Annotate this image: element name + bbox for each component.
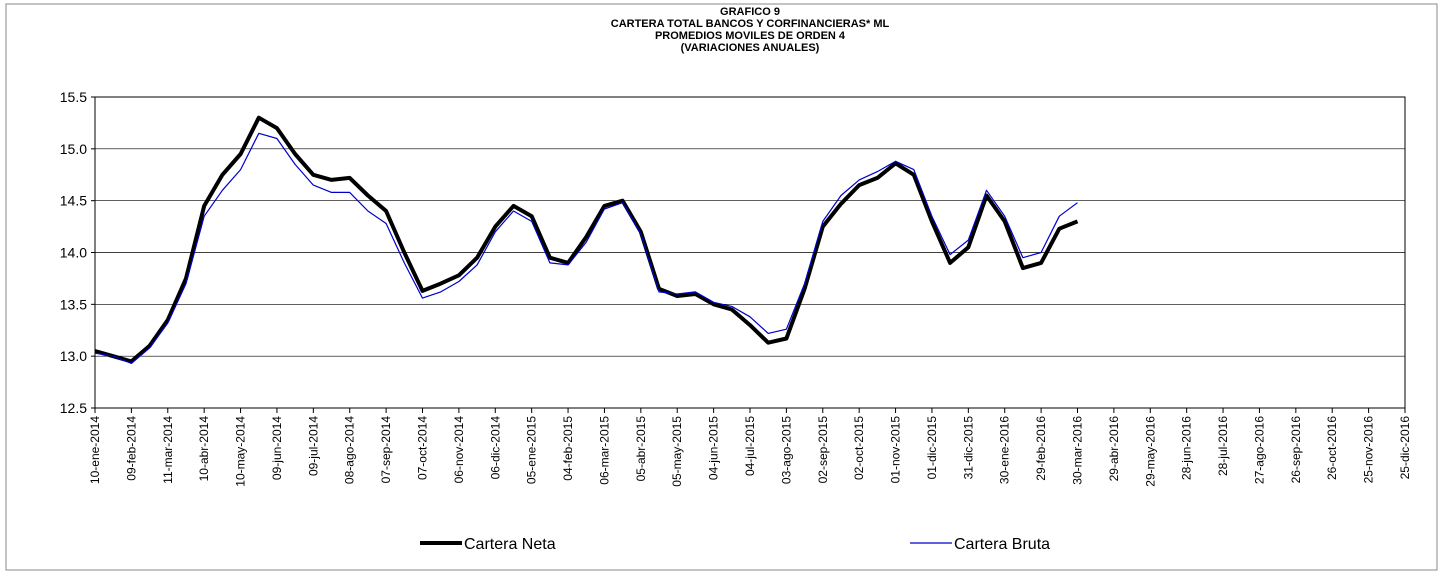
x-tick-label: 27-ago-2016: [1252, 416, 1266, 484]
x-tick-label: 01-dic-2015: [925, 416, 939, 480]
x-tick-label: 02-sep-2015: [816, 416, 830, 484]
x-tick-label: 10-ene-2014: [88, 416, 102, 484]
x-tick-label: 29-may-2016: [1143, 416, 1157, 487]
x-tick-label: 05-abr-2015: [634, 416, 648, 482]
x-tick-label: 26-sep-2016: [1289, 416, 1303, 484]
x-tick-label: 05-may-2015: [670, 416, 684, 487]
x-tick-label: 25-dic-2016: [1398, 416, 1412, 480]
x-tick-label: 06-nov-2014: [452, 416, 466, 484]
x-tick-label: 09-jun-2014: [270, 416, 284, 480]
x-tick-label: 04-feb-2015: [561, 416, 575, 481]
y-tick-label: 13.0: [60, 348, 87, 364]
y-tick-label: 15.5: [60, 89, 87, 105]
chart-border: [5, 3, 1438, 571]
x-tick-label: 09-jul-2014: [306, 416, 320, 476]
x-tick-label: 06-dic-2014: [488, 416, 502, 480]
chart-title: GRAFICO 9: [720, 6, 780, 18]
x-tick-label: 09-feb-2014: [124, 416, 138, 481]
x-tick-label: 07-oct-2014: [416, 416, 430, 480]
x-tick-label: 07-sep-2014: [379, 416, 393, 484]
x-tick-label: 01-nov-2015: [889, 416, 903, 484]
x-tick-label: 03-ago-2015: [779, 416, 793, 484]
x-tick-label: 29-feb-2016: [1034, 416, 1048, 481]
x-tick-label: 30-ene-2016: [998, 416, 1012, 484]
y-tick-label: 13.5: [60, 296, 87, 312]
legend-label: Cartera Neta: [464, 536, 556, 553]
y-tick-label: 14.0: [60, 245, 87, 261]
chart-title: PROMEDIOS MOVILES DE ORDEN 4: [655, 30, 846, 42]
line-series: [94, 115, 1079, 364]
x-tick-label: 31-dic-2015: [961, 416, 975, 480]
chart-title: (VARIACIONES ANUALES): [681, 42, 820, 54]
x-tick-label: 29-abr-2016: [1107, 416, 1121, 482]
x-tick-label: 04-jul-2015: [743, 416, 757, 476]
x-tick-label: 30-mar-2016: [1071, 416, 1085, 485]
y-tick-label: 12.5: [60, 400, 87, 416]
x-tick-label: 25-nov-2016: [1362, 416, 1376, 484]
x-tick-label: 04-jun-2015: [707, 416, 721, 480]
x-tick-label: 11-mar-2014: [161, 416, 175, 484]
chart-title: CARTERA TOTAL BANCOS Y CORFINANCIERAS* M…: [611, 18, 890, 30]
x-tick-label: 10-abr-2014: [197, 416, 211, 482]
legend-label: Cartera Bruta: [954, 536, 1050, 553]
x-tick-label: 02-oct-2015: [852, 416, 866, 480]
x-tick-label: 08-ago-2014: [343, 416, 357, 484]
x-tick-label: 10-may-2014: [234, 416, 248, 487]
y-tick-label: 14.5: [60, 193, 87, 209]
y-tick-label: 15.0: [60, 141, 87, 157]
x-tick-label: 28-jun-2016: [1180, 416, 1194, 480]
x-tick-label: 05-ene-2015: [525, 416, 539, 484]
x-tick-label: 26-oct-2016: [1325, 416, 1339, 480]
x-tick-label: 06-mar-2015: [597, 416, 611, 485]
x-tick-label: 28-jul-2016: [1216, 416, 1230, 476]
line-series: [94, 132, 1078, 364]
